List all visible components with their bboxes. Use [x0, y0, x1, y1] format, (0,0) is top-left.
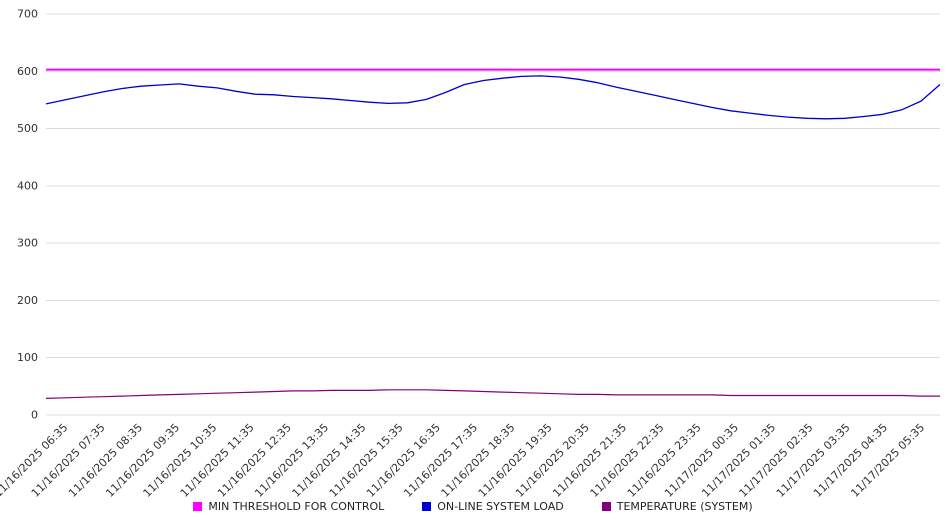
y-tick-label: 500: [17, 122, 38, 135]
y-tick-label: 200: [17, 294, 38, 307]
y-tick-label: 400: [17, 179, 38, 192]
series-line-2: [45, 389, 940, 399]
legend-item: ON-LINE SYSTEM LOAD: [422, 500, 564, 513]
legend-label: MIN THRESHOLD FOR CONTROL: [208, 500, 385, 513]
legend-item: MIN THRESHOLD FOR CONTROL: [193, 500, 384, 513]
y-tick-label: 100: [17, 351, 38, 364]
series-line-1: [45, 75, 941, 120]
legend-swatch-icon: [193, 502, 203, 511]
legend-label: TEMPERATURE (SYSTEM): [616, 500, 753, 513]
legend-swatch-icon: [422, 502, 432, 511]
legend-item: TEMPERATURE (SYSTEM): [601, 500, 753, 513]
chart-legend: MIN THRESHOLD FOR CONTROL ON-LINE SYSTEM …: [0, 500, 946, 513]
legend-label: ON-LINE SYSTEM LOAD: [437, 500, 564, 513]
y-tick-label: 300: [17, 237, 38, 250]
legend-swatch-icon: [601, 502, 611, 511]
y-tick-label: 0: [31, 409, 38, 422]
y-tick-label: 600: [17, 65, 38, 78]
y-tick-label: 700: [17, 8, 38, 21]
